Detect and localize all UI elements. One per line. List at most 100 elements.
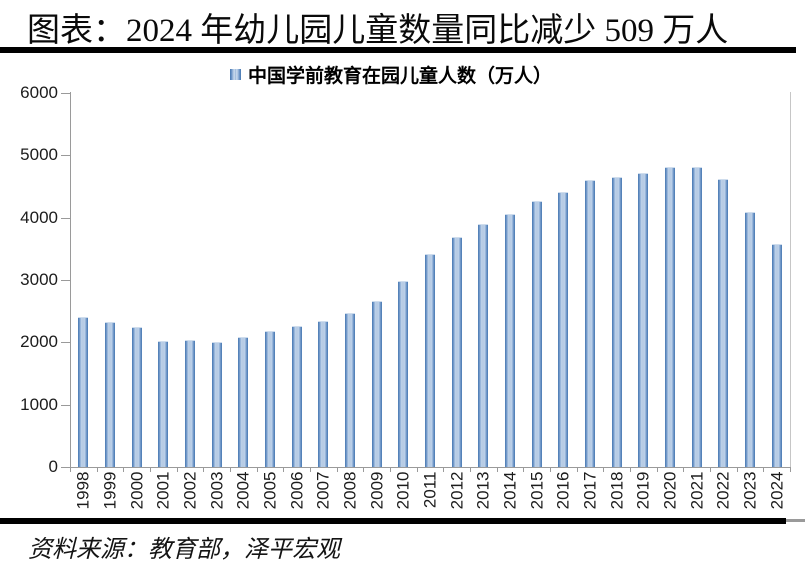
x-tick xyxy=(150,467,151,472)
x-axis-label: 2005 xyxy=(260,471,280,510)
x-axis-label: 2008 xyxy=(340,471,360,510)
x-tick xyxy=(416,467,418,472)
bottom-rule-tail xyxy=(786,519,805,522)
x-tick xyxy=(710,467,711,472)
x-axis-label: 2016 xyxy=(553,471,573,510)
bar-2008 xyxy=(345,312,355,467)
x-axis-label: 2019 xyxy=(633,471,653,510)
y-tick-label: 4000 xyxy=(20,207,58,227)
y-tick-label: 6000 xyxy=(20,83,58,102)
bar-2002 xyxy=(185,340,195,467)
bar-2004 xyxy=(238,336,249,467)
x-axis-label: 2021 xyxy=(687,471,707,510)
x-tick xyxy=(176,467,178,472)
y-tick xyxy=(61,467,70,468)
x-tick xyxy=(310,467,311,472)
bar-2011 xyxy=(425,253,435,467)
bar-2023 xyxy=(745,211,755,467)
legend: 中国学前教育在园儿童人数（万人） xyxy=(230,62,553,87)
bar-2021 xyxy=(691,167,702,467)
bar-2016 xyxy=(558,191,569,467)
x-axis-label: 1999 xyxy=(100,471,120,510)
x-tick xyxy=(736,467,738,472)
bar-2000 xyxy=(131,327,142,467)
page-title: 图表：2024 年幼儿园儿童数量同比减少 509 万人 xyxy=(27,13,729,49)
bar-1999 xyxy=(105,322,115,467)
y-tick-label: 2000 xyxy=(20,332,58,352)
x-tick xyxy=(123,467,125,472)
bar-2018 xyxy=(611,176,622,467)
x-axis-label: 2020 xyxy=(660,471,680,510)
bar-2001 xyxy=(158,340,169,467)
x-tick xyxy=(96,467,98,472)
x-axis-label: 1998 xyxy=(73,471,93,510)
y-axis xyxy=(70,92,71,468)
y-tick xyxy=(61,217,70,219)
y-tick xyxy=(61,404,70,406)
y-tick-label: 1000 xyxy=(20,394,58,414)
x-axis-label: 2006 xyxy=(287,471,307,510)
x-tick xyxy=(256,467,258,472)
bar-2003 xyxy=(211,342,222,467)
x-tick xyxy=(683,467,685,472)
x-axis-label: 2015 xyxy=(527,471,547,510)
x-tick xyxy=(443,467,445,472)
x-axis-label: 2003 xyxy=(207,471,227,510)
y-tick xyxy=(61,155,70,157)
y-tick-label: 3000 xyxy=(20,270,58,289)
bar-2009 xyxy=(371,301,382,467)
y-tick xyxy=(61,93,70,94)
y-tick xyxy=(61,342,70,344)
x-axis-label: 2002 xyxy=(180,471,200,510)
x-tick xyxy=(70,467,71,472)
plot-right-border xyxy=(790,92,791,468)
x-tick xyxy=(523,467,525,472)
x-tick xyxy=(790,467,791,472)
x-tick xyxy=(203,467,205,472)
x-tick xyxy=(550,467,551,472)
y-tick-label: 5000 xyxy=(20,145,58,165)
bar-2017 xyxy=(585,180,595,467)
bar-2014 xyxy=(505,214,515,467)
bar-1998 xyxy=(78,317,89,467)
bar-2022 xyxy=(718,178,729,467)
top-rule xyxy=(0,47,796,53)
x-axis-label: 2004 xyxy=(233,471,253,510)
bar-2013 xyxy=(478,224,489,467)
x-axis-label: 2013 xyxy=(473,471,493,510)
x-axis-label: 2022 xyxy=(713,471,733,510)
bar-2006 xyxy=(291,325,302,467)
legend-label: 中国学前教育在园儿童人数（万人） xyxy=(248,65,553,87)
x-tick xyxy=(390,467,391,472)
bar-2019 xyxy=(638,173,649,467)
bar-2005 xyxy=(265,331,275,467)
bar-2015 xyxy=(531,201,542,467)
x-axis-label: 2018 xyxy=(607,471,627,510)
x-tick xyxy=(656,467,658,472)
x-tick xyxy=(336,467,338,472)
x-axis-label: 2014 xyxy=(500,471,520,510)
bar-2020 xyxy=(665,166,675,467)
bar-2010 xyxy=(398,281,409,467)
x-axis-label: 2007 xyxy=(313,471,333,510)
x-axis-label: 2011 xyxy=(420,471,440,509)
y-tick-label: 0 xyxy=(48,457,58,476)
x-axis-label: 2012 xyxy=(447,471,467,510)
x-axis-label: 2024 xyxy=(767,471,787,510)
x-axis-label: 2017 xyxy=(580,471,600,510)
x-axis-label: 2023 xyxy=(740,471,760,510)
x-tick xyxy=(363,467,365,472)
x-axis-label: 2009 xyxy=(367,471,387,510)
x-tick xyxy=(470,467,471,472)
x-axis-label: 2010 xyxy=(393,471,413,510)
source-note: 资料来源：教育部，泽平宏观 xyxy=(28,537,340,563)
bar-2024 xyxy=(771,243,782,467)
x-tick xyxy=(603,467,605,472)
legend-marker-icon xyxy=(230,68,241,80)
x-axis-label: 2001 xyxy=(153,471,173,510)
x-tick xyxy=(630,467,631,472)
x-tick xyxy=(763,467,765,472)
x-axis-label: 2000 xyxy=(127,471,147,510)
